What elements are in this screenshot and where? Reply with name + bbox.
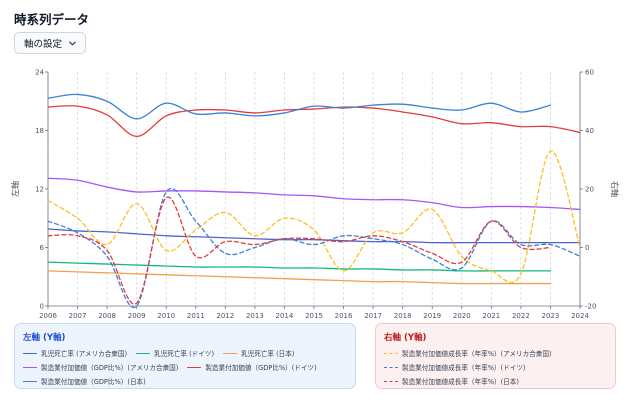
chevron-down-icon — [69, 41, 76, 45]
axis-settings-button[interactable]: 軸の設定 — [14, 32, 87, 54]
axis-settings-label: 軸の設定 — [24, 39, 63, 50]
y-axis-right-label: 右軸 — [610, 181, 620, 197]
legend-right-label-1: 製造業付加価値成長率（年率%）(ドイツ) — [402, 364, 526, 372]
x-tick-label-7: 2013 — [246, 312, 264, 320]
x-tick-label-1: 2007 — [69, 312, 87, 320]
legend-left-swatch-1 — [136, 352, 151, 354]
legend-left-swatch-5 — [23, 380, 37, 382]
legend-left-swatch-2 — [223, 352, 238, 354]
y-right-tick-label-4: 60 — [585, 69, 594, 77]
y-left-tick-label-1: 6 — [40, 244, 45, 252]
legend-left-item-5: 製造業付加価値（GDP比%）(日本) — [23, 376, 146, 386]
legend-left-items: 乳児死亡率 (アメリカ合衆国) 乳児死亡率 (ドイツ) 乳児死亡率 (日本) 製造業付… — [23, 348, 347, 386]
x-tick-label-15: 2021 — [482, 312, 500, 320]
legend-left-label-1: 乳児死亡率 (ドイツ) — [154, 350, 215, 358]
x-tick-label-8: 2014 — [276, 312, 294, 320]
legend-left-axis: 左軸 (Y軸) 乳児死亡率 (アメリカ合衆国) 乳児死亡率 (ドイツ) 乳児死亡率 … — [14, 323, 356, 389]
x-tick-label-6: 2012 — [216, 312, 234, 320]
legend-right-label-2: 製造業付加価値成長率（年率%）(日本) — [402, 378, 519, 386]
y-left-tick-label-3: 18 — [35, 127, 44, 135]
series-line-7 — [47, 188, 581, 309]
legend-right-swatch-0 — [384, 352, 398, 354]
y-left-tick-label-2: 12 — [35, 186, 44, 194]
legend-right-item-0: 製造業付加価値成長率（年率%）(アメリカ合衆国) — [384, 348, 598, 358]
y-right-tick-label-3: 40 — [585, 127, 594, 135]
axis-layer: 2006 2007 2008 2009 2010 2011 2012 2013 2014 2015… — [35, 69, 596, 321]
legend-right-label-0: 製造業付加価値成長率（年率%）(アメリカ合衆国) — [402, 350, 552, 358]
series-line-0 — [47, 228, 581, 244]
x-tick-label-16: 2022 — [512, 312, 530, 320]
legend-left-swatch-4 — [187, 366, 202, 368]
x-tick-label-3: 2009 — [128, 312, 146, 320]
legend-right-swatch-1 — [384, 366, 398, 368]
series-line-1 — [47, 261, 552, 272]
legend-left-item-1: 乳児死亡率 (ドイツ) — [136, 348, 214, 358]
legend-left-label-2: 乳児死亡率 (日本) — [241, 350, 295, 358]
y-left-tick-label-0: 0 — [40, 303, 44, 311]
series-layer — [47, 93, 581, 309]
legend-left-item-2: 乳児死亡率 (日本) — [223, 348, 294, 358]
x-tick-label-0: 2006 — [39, 312, 57, 320]
legend-left-title: 左軸 (Y軸) — [23, 333, 66, 343]
legend-right-swatch-2 — [384, 380, 398, 382]
legend-left-label-4: 製造業付加価値（GDP比%）(ドイツ) — [205, 364, 317, 372]
x-tick-label-9: 2015 — [305, 312, 323, 320]
series-line-2 — [47, 270, 552, 285]
legend-right-item-1: 製造業付加価値成長率（年率%）(ドイツ) — [384, 362, 598, 372]
y-left-tick-label-4: 24 — [35, 69, 44, 77]
y-right-tick-label-2: 20 — [585, 186, 594, 194]
x-tick-label-13: 2019 — [423, 312, 441, 320]
x-tick-label-17: 2023 — [542, 312, 560, 320]
legend-right-axis: 右軸 (Y軸) 製造業付加価値成長率（年率%）(アメリカ合衆国) 製造業付加価値成… — [375, 323, 616, 389]
legend-left-swatch-0 — [23, 352, 37, 354]
y-right-tick-label-0: -20 — [585, 303, 596, 311]
x-tick-label-14: 2020 — [453, 312, 471, 320]
legend-right-item-2: 製造業付加価値成長率（年率%）(日本) — [384, 376, 598, 386]
legend-left-swatch-3 — [23, 366, 37, 368]
legend-right-items: 製造業付加価値成長率（年率%）(アメリカ合衆国) 製造業付加価値成長率（年率%）(… — [384, 348, 607, 386]
legend-left-label-3: 製造業付加価値（GDP比%）(アメリカ合衆国) — [41, 364, 179, 372]
series-line-3 — [47, 177, 581, 211]
x-tick-label-2: 2008 — [98, 312, 116, 320]
series-line-6 — [47, 150, 581, 284]
y-right-tick-label-1: 0 — [585, 244, 589, 252]
x-tick-label-11: 2017 — [364, 312, 382, 320]
x-tick-label-4: 2010 — [157, 312, 175, 320]
legend-left-item-4: 製造業付加価値（GDP比%）(ドイツ) — [187, 362, 317, 372]
series-line-5 — [47, 93, 552, 120]
legend-left-label-5: 製造業付加価値（GDP比%）(日本) — [41, 378, 146, 386]
legend-left-label-0: 乳児死亡率 (アメリカ合衆国) — [41, 350, 128, 358]
x-tick-label-18: 2024 — [571, 312, 589, 320]
series-line-4 — [47, 105, 581, 138]
dual-axis-line-chart: 2006 2007 2008 2009 2010 2011 2012 2013 2014 2015… — [10, 69, 620, 321]
page-title: 時系列データ — [14, 12, 90, 27]
legend-left-item-0: 乳児死亡率 (アメリカ合衆国) — [23, 348, 127, 358]
x-tick-label-12: 2018 — [394, 312, 412, 320]
legend-left-item-3: 製造業付加価値（GDP比%）(アメリカ合衆国) — [23, 362, 178, 372]
series-line-8 — [47, 196, 552, 305]
legend-right-title: 右軸 (Y軸) — [384, 333, 427, 343]
x-tick-label-10: 2016 — [335, 312, 353, 320]
x-tick-label-5: 2011 — [187, 312, 205, 320]
y-axis-left-label: 左軸 — [10, 181, 20, 197]
